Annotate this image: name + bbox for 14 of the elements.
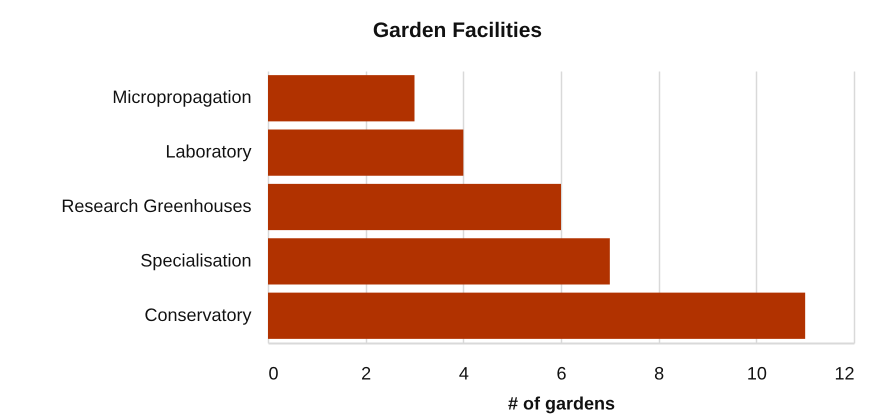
x-tick-label: 2 — [361, 364, 372, 384]
y-tick-label: Micropropagation — [112, 87, 252, 108]
x-tick-label: 0 — [268, 364, 279, 384]
y-tick-label: Research Greenhouses — [61, 196, 252, 216]
y-tick-label: Laboratory — [165, 142, 252, 162]
x-tick-label: 8 — [654, 364, 664, 384]
y-tick-label: Conservatory — [144, 304, 252, 325]
x-axis-title: # of gardens — [508, 394, 616, 414]
x-tick-label: 10 — [746, 364, 767, 384]
x-tick-label: 12 — [834, 364, 854, 384]
x-tick-label: 4 — [458, 364, 469, 384]
x-tick-label: 6 — [556, 364, 567, 384]
y-tick-label: Specialisation — [140, 250, 252, 270]
chart-title: Garden Facilities — [372, 19, 542, 42]
